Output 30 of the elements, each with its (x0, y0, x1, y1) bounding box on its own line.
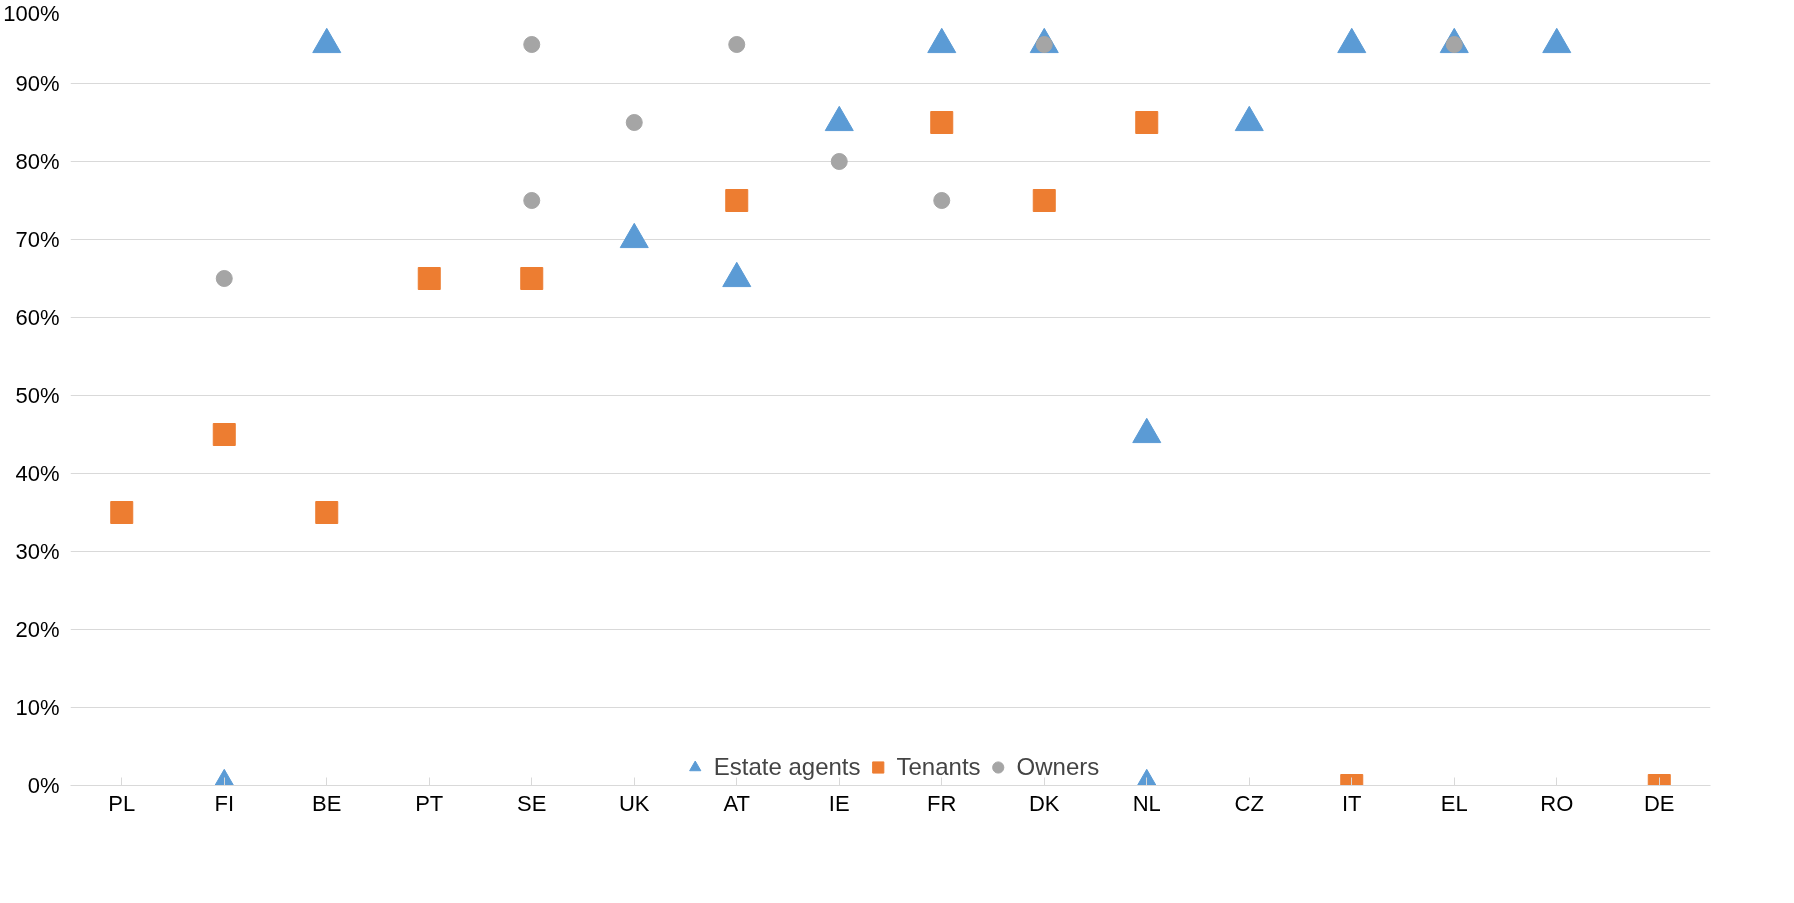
x-tick-label: IE (828, 790, 850, 816)
x-tick-label: FI (214, 790, 235, 816)
x-tick-label: AT (723, 790, 750, 816)
x-tick-label: DK (1028, 790, 1060, 816)
y-tick-label: 100% (3, 0, 60, 26)
x-tick-label: PT (415, 790, 444, 816)
x-tick-label: FR (927, 790, 957, 816)
x-tick-label: IT (1341, 790, 1362, 816)
y-tick-label: 70% (15, 227, 60, 252)
legend-label: Estate agents (713, 753, 861, 781)
x-tick-label: NL (1132, 790, 1161, 816)
x-tick-label: DE (1643, 790, 1675, 816)
y-tick-label: 90% (15, 71, 60, 96)
legend-label: Owners (1016, 753, 1100, 781)
y-tick-label: 30% (15, 539, 60, 564)
x-tick-label: PL (108, 790, 136, 816)
y-tick-label: 60% (15, 305, 60, 330)
x-tick-label: SE (517, 790, 547, 816)
y-tick-label: 20% (15, 617, 60, 642)
y-tick-label: 10% (15, 695, 60, 720)
y-tick-label: 0% (27, 773, 60, 798)
legend-label: Tenants (896, 753, 981, 781)
x-tick-label: BE (312, 790, 342, 816)
x-tick-label: EL (1440, 790, 1468, 816)
x-tick-label: CZ (1234, 790, 1264, 816)
x-tick-label: UK (618, 790, 650, 816)
y-tick-label: 40% (15, 461, 60, 486)
x-tick-label: RO (1540, 790, 1574, 816)
y-tick-label: 50% (15, 383, 60, 408)
y-tick-label: 80% (15, 149, 60, 174)
